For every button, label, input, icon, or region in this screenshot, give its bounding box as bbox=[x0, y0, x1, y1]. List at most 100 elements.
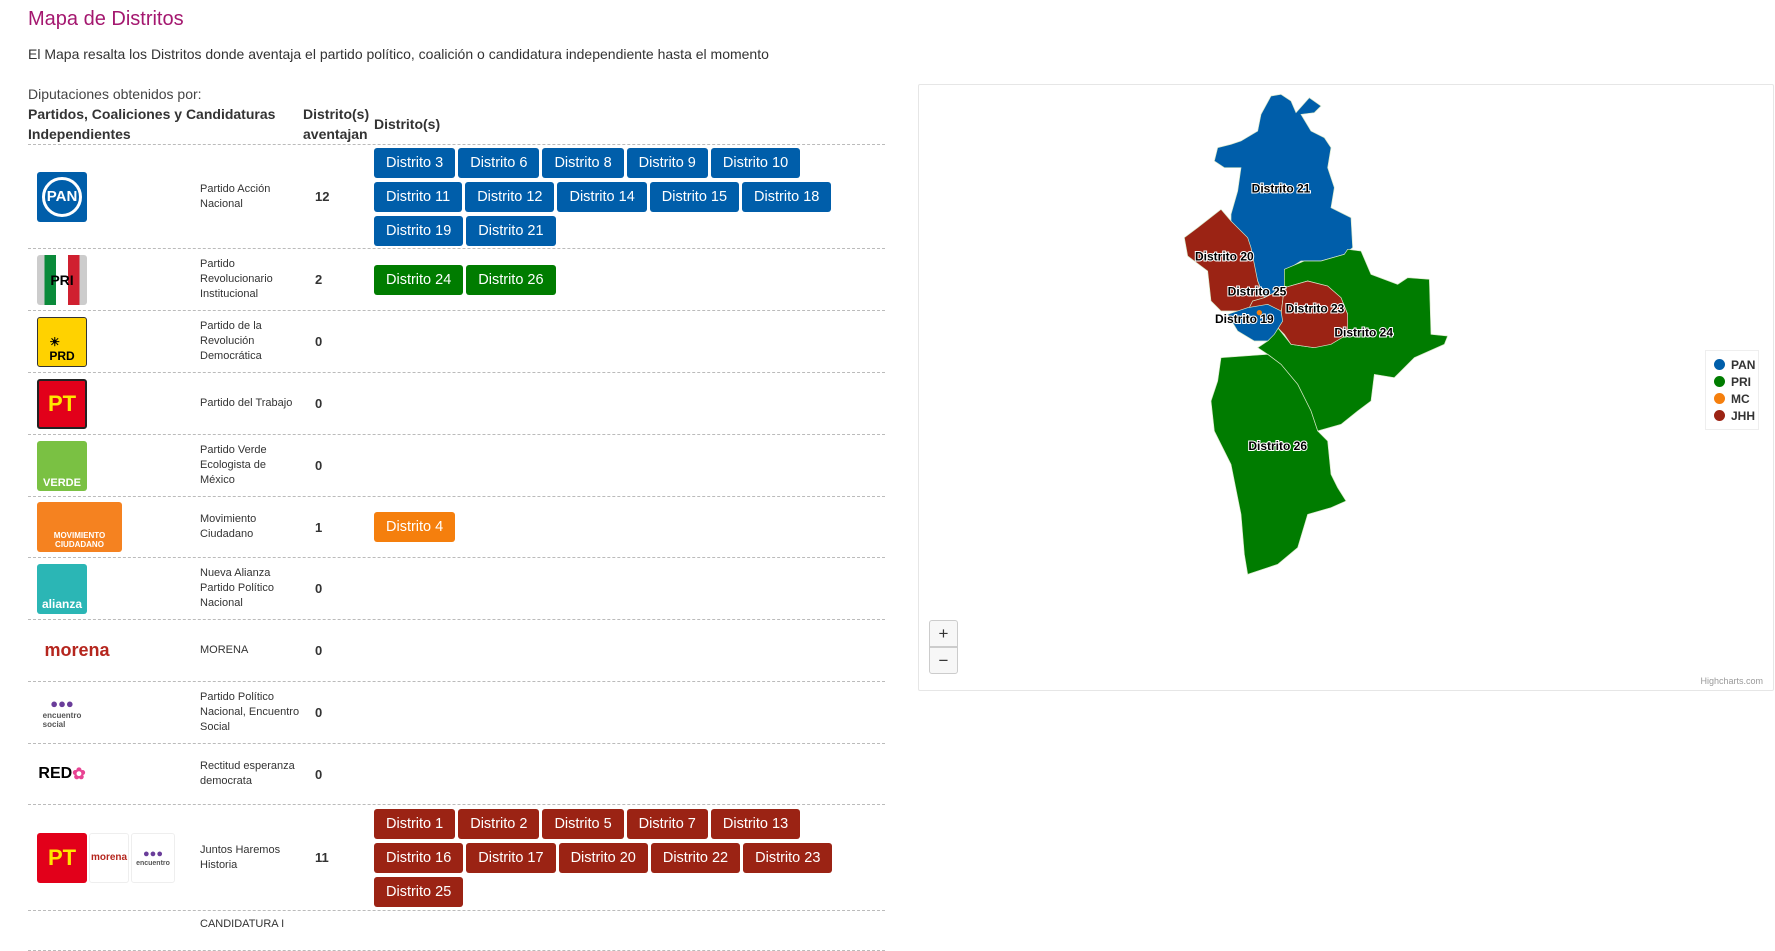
district-count: 0 bbox=[315, 334, 323, 349]
legend-label: PRI bbox=[1731, 374, 1752, 389]
district-button[interactable]: Distrito 12 bbox=[465, 181, 555, 212]
district-button[interactable]: Distrito 2 bbox=[458, 808, 540, 839]
party-name: Partido de la Revolución Democrática bbox=[200, 320, 262, 362]
legend-label: JHH bbox=[1731, 408, 1756, 423]
results-table: Partidos, Coaliciones y Candidaturas Ind… bbox=[28, 104, 885, 951]
district-button[interactable]: Distrito 13 bbox=[710, 808, 801, 839]
district-button[interactable]: Distrito 15 bbox=[649, 181, 740, 212]
legend-dot-icon bbox=[1714, 410, 1725, 421]
district-button[interactable]: Distrito 10 bbox=[710, 147, 801, 178]
party-logo: RED ✿ bbox=[38, 765, 86, 783]
table-row: morena MORENA 0 bbox=[28, 620, 885, 682]
district-button[interactable]: Distrito 23 bbox=[743, 842, 833, 873]
district-count: 0 bbox=[315, 458, 323, 473]
highcharts-credits[interactable]: Highcharts.com bbox=[1700, 676, 1763, 686]
district-button[interactable]: Distrito 14 bbox=[557, 181, 647, 212]
party-name: MORENA bbox=[200, 644, 249, 656]
page-title: Mapa de Distritos bbox=[28, 8, 184, 30]
map-legend: PAN PRI MC JHH bbox=[1705, 350, 1759, 430]
legend-label: MC bbox=[1731, 391, 1750, 406]
legend-item-jhh[interactable]: JHH bbox=[1714, 407, 1758, 424]
party-name: Movimiento Ciudadano bbox=[200, 513, 257, 540]
district-button[interactable]: Distrito 3 bbox=[374, 147, 456, 178]
district-buttons: Distrito 3 Distrito 6 Distrito 8 Distrito 9… bbox=[374, 147, 844, 246]
table-row: RED ✿ Rectitud esperanza democrata 0 bbox=[28, 744, 885, 805]
table-row: MOVIMIENTO CIUDADANO Movimiento Ciudadano… bbox=[28, 497, 885, 558]
label-d24: Distrito 24 bbox=[1334, 325, 1393, 339]
party-name: Rectitud esperanza democrata bbox=[200, 760, 295, 787]
legend-label: PAN bbox=[1731, 357, 1756, 372]
party-name: Nueva Alianza Partido Político Nacional bbox=[200, 567, 274, 609]
district-button[interactable]: Distrito 6 bbox=[458, 147, 540, 178]
party-name: Partido Político Nacional, Encuentro Soc… bbox=[200, 691, 300, 733]
zoom-out-button[interactable]: − bbox=[929, 647, 958, 674]
party-logo: MOVIMIENTO CIUDADANO bbox=[28, 502, 200, 552]
header-count: Distrito(s) aventajan bbox=[303, 106, 370, 142]
district-buttons: Distrito 1 Distrito 2 Distrito 5 Distrito 7… bbox=[374, 808, 844, 907]
label-d20: Distrito 20 bbox=[1195, 249, 1254, 263]
table-row: PRI Partido Revolucionario Institucional… bbox=[28, 249, 885, 311]
district-button[interactable]: Distrito 11 bbox=[374, 181, 463, 212]
table-row: ●●● encuentro social Partido Político Naci… bbox=[28, 682, 885, 744]
district-button[interactable]: Distrito 20 bbox=[558, 842, 648, 873]
district-buttons: Distrito 4 bbox=[374, 512, 844, 542]
label-d21: Distrito 21 bbox=[1252, 182, 1311, 196]
district-button[interactable]: Distrito 5 bbox=[542, 808, 624, 839]
party-name: Partido Revolucionario Institucional bbox=[200, 258, 273, 300]
legend-item-mc[interactable]: MC bbox=[1714, 390, 1758, 407]
table-row: alianza Nueva Alianza Partido Político N… bbox=[28, 558, 885, 620]
party-logo: PT morena ●●● encuentro bbox=[28, 832, 200, 883]
district-button[interactable]: Distrito 4 bbox=[374, 512, 456, 542]
district-map[interactable]: Distrito 21 Distrito 20 Distrito 25 Dist… bbox=[918, 84, 1774, 691]
table-caption: Diputaciones obtenidos por: bbox=[28, 86, 202, 102]
party-logo: VERDE bbox=[28, 440, 200, 491]
header-districts: Distrito(s) bbox=[374, 116, 441, 132]
party-name: Juntos Haremos Historia bbox=[200, 843, 281, 871]
table-row: CANDIDATURA I bbox=[28, 911, 885, 951]
district-button[interactable]: Distrito 18 bbox=[742, 181, 832, 212]
district-button[interactable]: Distrito 26 bbox=[466, 264, 556, 295]
district-count: 2 bbox=[315, 272, 323, 287]
table-row: VERDE Partido Verde Ecologista de México… bbox=[28, 435, 885, 497]
district-count: 0 bbox=[315, 643, 323, 658]
district-4-shape[interactable] bbox=[1256, 310, 1262, 316]
party-logo: ●●● encuentro social bbox=[42, 696, 82, 729]
district-26-shape[interactable] bbox=[1210, 353, 1347, 575]
label-d26: Distrito 26 bbox=[1248, 439, 1307, 453]
district-button[interactable]: Distrito 21 bbox=[466, 215, 556, 246]
district-button[interactable]: Distrito 1 bbox=[374, 808, 456, 839]
label-d25: Distrito 25 bbox=[1228, 285, 1287, 299]
district-button[interactable]: Distrito 25 bbox=[374, 876, 464, 907]
header-party: Partidos, Coaliciones y Candidaturas Ind… bbox=[28, 106, 276, 142]
district-button[interactable]: Distrito 9 bbox=[626, 147, 708, 178]
table-header: Partidos, Coaliciones y Candidaturas Ind… bbox=[28, 104, 885, 145]
district-button[interactable]: Distrito 17 bbox=[466, 842, 556, 873]
district-button[interactable]: Distrito 19 bbox=[374, 215, 464, 246]
legend-item-pan[interactable]: PAN bbox=[1714, 356, 1758, 373]
district-19-shape[interactable] bbox=[1227, 303, 1284, 342]
district-count: 11 bbox=[315, 850, 329, 865]
legend-dot-icon bbox=[1714, 359, 1725, 370]
legend-dot-icon bbox=[1714, 393, 1725, 404]
district-buttons: Distrito 24 Distrito 26 bbox=[374, 264, 844, 295]
table-row: PT Partido del Trabajo 0 bbox=[28, 373, 885, 435]
party-logo: morena bbox=[44, 640, 110, 660]
district-button[interactable]: Distrito 22 bbox=[650, 842, 741, 873]
district-count: 1 bbox=[315, 519, 323, 535]
district-button[interactable]: Distrito 24 bbox=[374, 264, 464, 295]
label-d19: Distrito 19 bbox=[1215, 312, 1274, 326]
table-row: PT morena ●●● encuentro Juntos Haremos Hist… bbox=[28, 805, 885, 911]
party-logo: ☀ PRD bbox=[28, 316, 200, 367]
district-count: 0 bbox=[315, 766, 323, 782]
district-count: 12 bbox=[315, 189, 330, 204]
district-button[interactable]: Distrito 8 bbox=[542, 147, 624, 178]
district-button[interactable]: Distrito 7 bbox=[626, 808, 708, 839]
legend-dot-icon bbox=[1714, 376, 1725, 387]
zoom-in-button[interactable]: + bbox=[929, 620, 958, 647]
party-name: Partido Acción Nacional bbox=[200, 182, 271, 210]
legend-item-pri[interactable]: PRI bbox=[1714, 373, 1758, 390]
map-svg[interactable]: Distrito 21 Distrito 20 Distrito 25 Dist… bbox=[1181, 81, 1775, 701]
district-button[interactable]: Distrito 16 bbox=[374, 842, 464, 873]
district-count: 0 bbox=[315, 396, 323, 411]
table-row: PAN Partido Acción Nacional 12 Distrito … bbox=[28, 145, 885, 249]
